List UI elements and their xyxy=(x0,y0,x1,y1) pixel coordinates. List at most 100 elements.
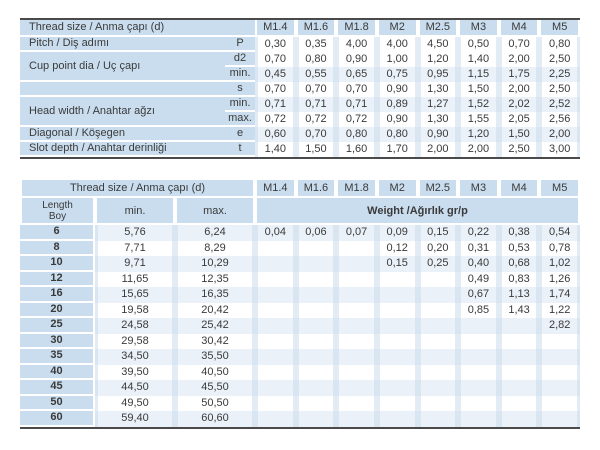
size-header-cell: M1.6 xyxy=(295,180,337,198)
max-cell: 35,50 xyxy=(175,349,255,365)
spec-value-cell: 0,55 xyxy=(295,67,337,82)
weight-cell: 1,22 xyxy=(539,302,580,318)
min-cell: 39,50 xyxy=(95,364,175,380)
spec-value-cell: 0,75 xyxy=(376,67,418,82)
min-cell: 5,76 xyxy=(95,225,175,241)
weight-cell xyxy=(255,302,296,318)
weight-cell: 1,13 xyxy=(498,287,540,303)
spec-value-cell: 1,20 xyxy=(458,127,499,142)
spec-value-cell: 0,71 xyxy=(336,97,377,112)
spec-symbol-cell: t xyxy=(225,142,255,157)
spec-value-cell: 1,15 xyxy=(458,67,499,82)
spec-value-cell: 1,20 xyxy=(417,52,459,67)
length-cell: 45 xyxy=(20,380,95,396)
weight-cell xyxy=(255,240,296,256)
max-cell: 12,35 xyxy=(175,271,255,287)
weight-cell xyxy=(336,256,377,272)
spec-value-cell: 2,50 xyxy=(539,82,580,97)
spec-value-cell: 0,90 xyxy=(376,112,418,127)
weight-cell xyxy=(498,333,540,349)
spec-symbol-cell: d2 xyxy=(225,52,255,67)
weight-cell: 1,26 xyxy=(539,271,580,287)
page: Thread size / Anma çapı (d) M1.4 M1.6 M1.8 M… xyxy=(20,18,580,429)
spec-row: Diagonal / Köşegen e 0,60 0,70 0,80 0,80 0,90 1… xyxy=(20,127,580,142)
spec-label-cell: Diagonal / Köşegen xyxy=(20,127,225,142)
weight-cell xyxy=(295,302,337,318)
table1-title: Thread size / Anma çapı (d) xyxy=(20,20,255,37)
weight-cell xyxy=(417,287,459,303)
max-header-cell: max. xyxy=(175,198,255,225)
spec-value-cell: 1,50 xyxy=(458,82,499,97)
weight-cell xyxy=(255,380,296,396)
length-label-en: Length xyxy=(42,199,73,211)
weight-cell xyxy=(539,380,580,396)
dimensions-table: Thread size / Anma çapı (d) M1.4 M1.6 M1.8 M… xyxy=(20,18,580,159)
weight-cell xyxy=(376,287,418,303)
spec-value-cell: 1,70 xyxy=(376,142,418,157)
weight-cell: 1,43 xyxy=(498,302,540,318)
weight-cell xyxy=(255,349,296,365)
spec-value-cell: 0,70 xyxy=(255,82,296,97)
weight-cell xyxy=(417,380,459,396)
max-cell: 45,50 xyxy=(175,380,255,396)
weight-cell: 0,07 xyxy=(336,225,377,241)
length-cell: 50 xyxy=(20,395,95,411)
weight-cell xyxy=(498,318,540,334)
weight-cell xyxy=(336,302,377,318)
weight-cell xyxy=(295,380,337,396)
size-header-cell: M5 xyxy=(539,180,580,198)
weight-cell xyxy=(336,380,377,396)
spec-value-cell: 2,00 xyxy=(498,82,540,97)
weight-cell: 0,54 xyxy=(539,225,580,241)
min-cell: 11,65 xyxy=(95,271,175,287)
weight-cell xyxy=(539,349,580,365)
weight-cell xyxy=(417,333,459,349)
weight-cell xyxy=(376,364,418,380)
spec-value-cell: 0,80 xyxy=(376,127,418,142)
spec-value-cell: 0,70 xyxy=(498,37,540,52)
spec-value-cell: 1,75 xyxy=(498,67,540,82)
spec-value-cell: 1,55 xyxy=(458,112,499,127)
weight-cell xyxy=(336,364,377,380)
spec-value-cell: 1,27 xyxy=(417,97,459,112)
weight-cell xyxy=(376,318,418,334)
weight-cell: 0,53 xyxy=(498,240,540,256)
spec-value-cell: 0,71 xyxy=(255,97,296,112)
weight-cell: 0,25 xyxy=(417,256,459,272)
spec-value-cell: 0,70 xyxy=(295,82,337,97)
weight-cell: 0,85 xyxy=(458,302,499,318)
spec-value-cell: 0,45 xyxy=(255,67,296,82)
spec-value-cell: 2,50 xyxy=(539,52,580,67)
table2-header-row-1: Thread size / Anma çapı (d) M1.4 M1.6 M1.8 M… xyxy=(20,180,580,198)
weight-cell xyxy=(376,333,418,349)
weight-cell xyxy=(417,318,459,334)
max-cell: 30,42 xyxy=(175,333,255,349)
spec-value-cell: 2,00 xyxy=(458,142,499,157)
min-header-cell: min. xyxy=(95,198,175,225)
min-cell: 24,58 xyxy=(95,318,175,334)
table2-title: Thread size / Anma çapı (d) xyxy=(20,180,255,198)
length-row: 12 11,65 12,35 0,49 0,83 1,26 xyxy=(20,271,580,287)
spec-label-cell xyxy=(20,82,225,97)
spec-row: max. 0,72 0,72 0,72 0,90 1,30 1,55 2,05 2,56 xyxy=(20,112,580,127)
weight-cell xyxy=(458,411,499,427)
weight-cell xyxy=(255,318,296,334)
length-cell: 40 xyxy=(20,364,95,380)
weight-cell xyxy=(417,349,459,365)
weight-cell: 0,68 xyxy=(498,256,540,272)
spec-value-cell: 0,72 xyxy=(255,112,296,127)
spec-value-cell: 2,50 xyxy=(498,142,540,157)
spec-value-cell: 1,40 xyxy=(255,142,296,157)
length-cell: 8 xyxy=(20,240,95,256)
length-cell: 60 xyxy=(20,411,95,427)
min-cell: 15,65 xyxy=(95,287,175,303)
min-cell: 9,71 xyxy=(95,256,175,272)
max-cell: 20,42 xyxy=(175,302,255,318)
spec-value-cell: 0,90 xyxy=(376,82,418,97)
spec-row: Slot depth / Anahtar derinliği t 1,40 1,50 1… xyxy=(20,142,580,157)
weight-cell xyxy=(295,364,337,380)
length-row: 30 29,58 30,42 xyxy=(20,333,580,349)
size-header-cell: M1.6 xyxy=(295,20,337,37)
weight-cell xyxy=(458,349,499,365)
spec-value-cell: 3,00 xyxy=(539,142,580,157)
